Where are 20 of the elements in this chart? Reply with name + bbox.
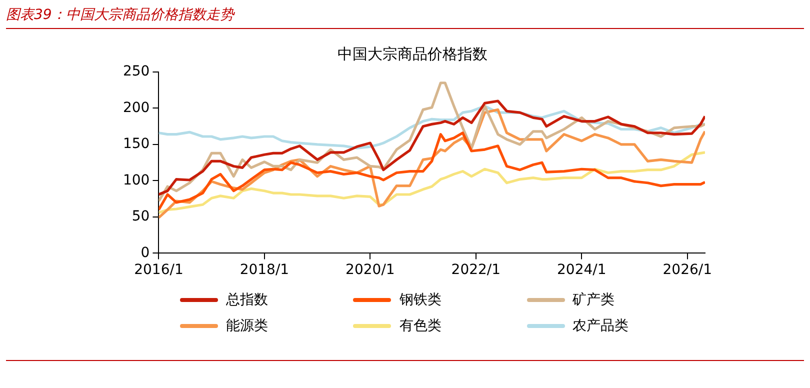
legend-label: 矿产类: [572, 291, 615, 309]
y-tick-label: 150: [122, 136, 150, 152]
legend-label: 能源类: [226, 317, 268, 335]
x-tick-label: 2018/1: [240, 262, 290, 278]
x-tick-label: 2026/1: [662, 262, 712, 278]
x-tick-label: 2020/1: [346, 262, 395, 278]
legend-label: 总指数: [226, 291, 268, 309]
y-tick-label: 250: [122, 64, 150, 80]
x-tick-label: 2022/1: [451, 262, 501, 278]
y-tick-label: 200: [122, 100, 150, 116]
legend-label: 钢铁类: [399, 291, 442, 309]
chart-subtitle: 中国大宗商品价格指数: [338, 44, 488, 63]
x-tick-label: 2024/1: [557, 262, 606, 278]
y-tick-label: 100: [122, 172, 150, 188]
y-tick-label: 50: [132, 208, 150, 225]
chart-title: 图表39：中国大宗商品价格指数走势: [6, 4, 804, 29]
legend-label: 有色类: [399, 317, 442, 335]
y-tick-label: 0: [140, 244, 150, 261]
legend-label: 农产品类: [572, 317, 629, 335]
x-tick-label: 2016/1: [134, 262, 184, 278]
